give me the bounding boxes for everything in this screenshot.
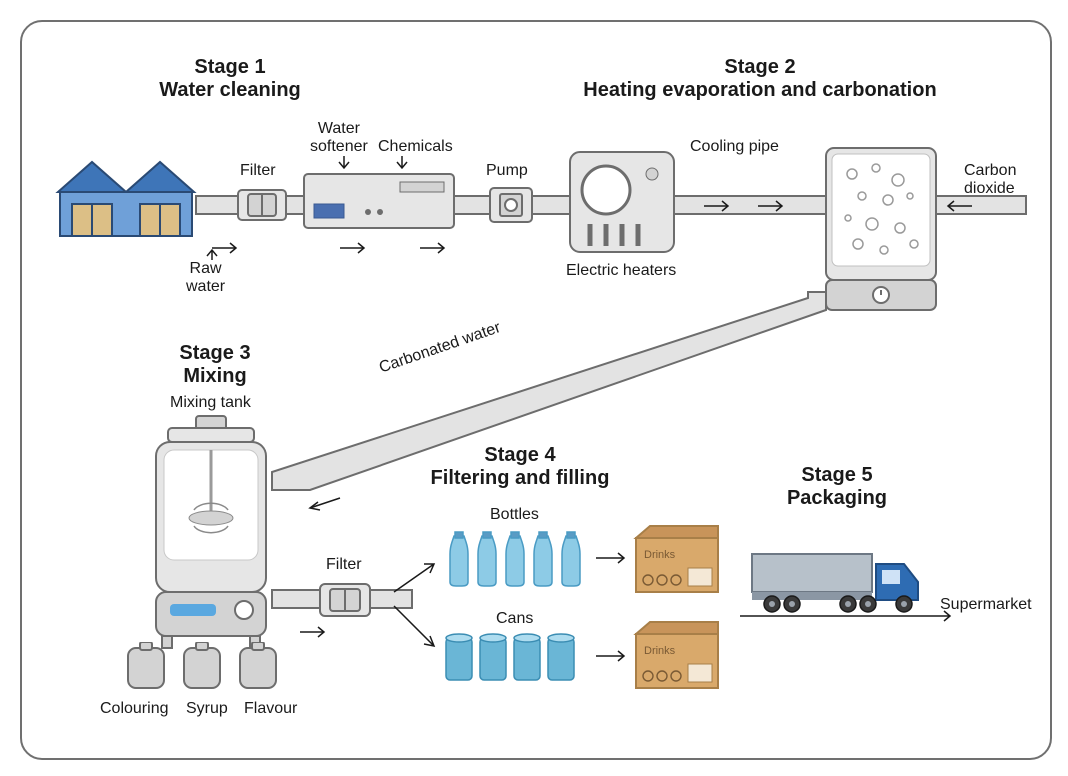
warehouse-icon [50,148,210,248]
filter2-icon [316,576,376,624]
box2-label: Drinks [644,645,676,657]
box2-icon: Drinks [630,620,726,694]
mixing-tank-icon [140,414,290,654]
pump-icon [484,182,538,228]
stage2-title: Stage 2Heating evaporation and carbonati… [560,56,960,102]
box1-icon: Drinks [630,524,726,598]
label-heaters: Electric heaters [566,262,676,280]
truck-icon [748,546,938,620]
carbonator-icon [818,140,948,320]
label-mixing-tank: Mixing tank [170,394,251,412]
box1-label: Drinks [644,549,676,561]
label-co2: Carbondioxide [964,162,1016,199]
label-bottles: Bottles [490,506,539,524]
label-raw-water: Rawwater [186,260,225,297]
filter1-icon [232,182,292,226]
softener-icon [300,168,460,236]
label-supermarket: Supermarket [940,596,1032,614]
stage5-title: Stage 5Packaging [762,464,912,510]
label-cooling: Cooling pipe [690,138,779,156]
stage1-title: Stage 1Water cleaning [130,56,330,102]
stage3-title: Stage 3Mixing [150,342,280,388]
label-softener: Watersoftener [310,120,368,157]
heater-icon [566,148,680,260]
label-colouring: Colouring [100,700,168,718]
label-filter2: Filter [326,556,362,574]
label-syrup: Syrup [186,700,228,718]
stage4-title: Stage 4Filtering and filling [410,444,630,490]
label-cans: Cans [496,610,533,628]
label-filter1: Filter [240,162,276,180]
label-pump: Pump [486,162,528,180]
bottles-icon [440,528,590,590]
label-chemicals: Chemicals [378,138,453,156]
label-flavour: Flavour [244,700,297,718]
cans-icon [440,632,590,688]
